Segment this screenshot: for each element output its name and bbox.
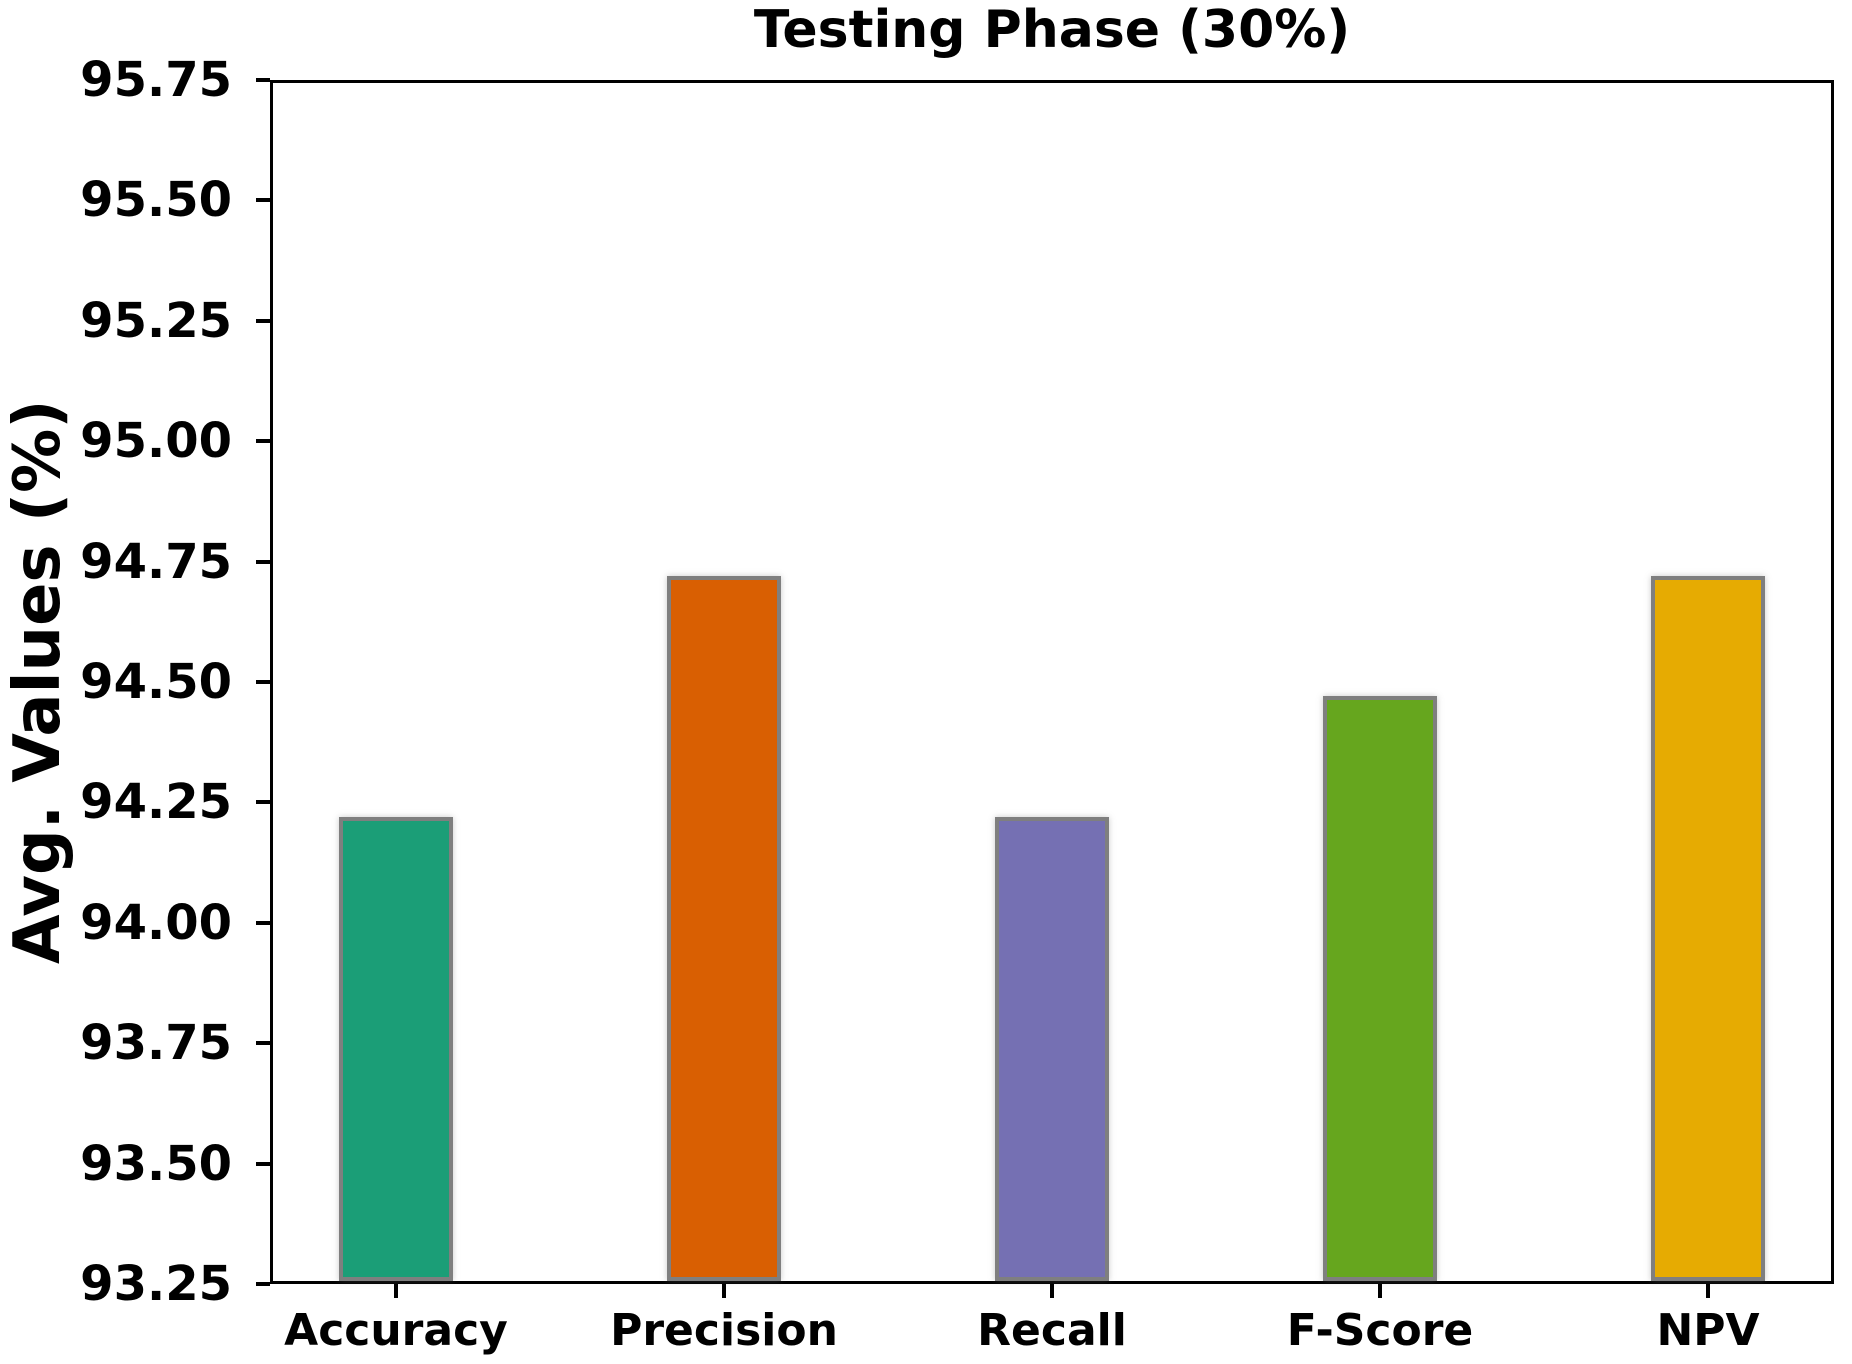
x-tick-label: NPV xyxy=(1656,1305,1760,1356)
y-tick-mark xyxy=(256,680,270,684)
y-tick-label: 94.50 xyxy=(80,654,232,710)
y-tick-label: 93.75 xyxy=(80,1015,232,1072)
x-tick-label: Precision xyxy=(610,1305,838,1356)
y-tick-mark xyxy=(256,1161,270,1166)
y-tick-mark xyxy=(256,78,270,82)
y-tick-mark xyxy=(256,559,270,564)
y-tick-mark xyxy=(256,318,270,323)
y-tick-label: 95.50 xyxy=(80,172,232,229)
x-tick-mark xyxy=(1050,1284,1054,1298)
bar-accuracy xyxy=(339,816,453,1281)
x-tick-mark xyxy=(1706,1284,1710,1298)
y-tick-label: 95.75 xyxy=(80,52,232,108)
bar-npv xyxy=(1651,576,1765,1281)
y-tick-label: 95.25 xyxy=(80,292,232,349)
y-tick-label: 93.50 xyxy=(80,1135,232,1192)
y-tick-mark xyxy=(256,198,270,203)
bar-precision xyxy=(667,576,781,1281)
y-tick-mark xyxy=(256,800,270,805)
y-tick-mark xyxy=(256,920,270,925)
x-tick-mark xyxy=(394,1284,398,1298)
chart-title: Testing Phase (30%) xyxy=(753,0,1351,60)
x-tick-label: Accuracy xyxy=(284,1305,508,1356)
y-tick-label: 94.25 xyxy=(80,774,232,831)
bar-f-score xyxy=(1323,696,1437,1281)
y-tick-label: 93.25 xyxy=(80,1256,232,1312)
bar-recall xyxy=(995,816,1109,1281)
x-tick-mark xyxy=(722,1284,726,1298)
x-tick-mark xyxy=(1378,1284,1382,1298)
y-tick-mark xyxy=(256,1041,270,1046)
y-tick-mark xyxy=(256,439,270,444)
y-tick-label: 94.75 xyxy=(80,533,232,590)
y-tick-mark xyxy=(256,1282,270,1286)
y-tick-label: 95.00 xyxy=(80,413,232,470)
x-tick-label: Recall xyxy=(977,1305,1127,1356)
y-tick-label: 94.00 xyxy=(80,894,232,951)
x-tick-label: F-Score xyxy=(1286,1305,1474,1356)
